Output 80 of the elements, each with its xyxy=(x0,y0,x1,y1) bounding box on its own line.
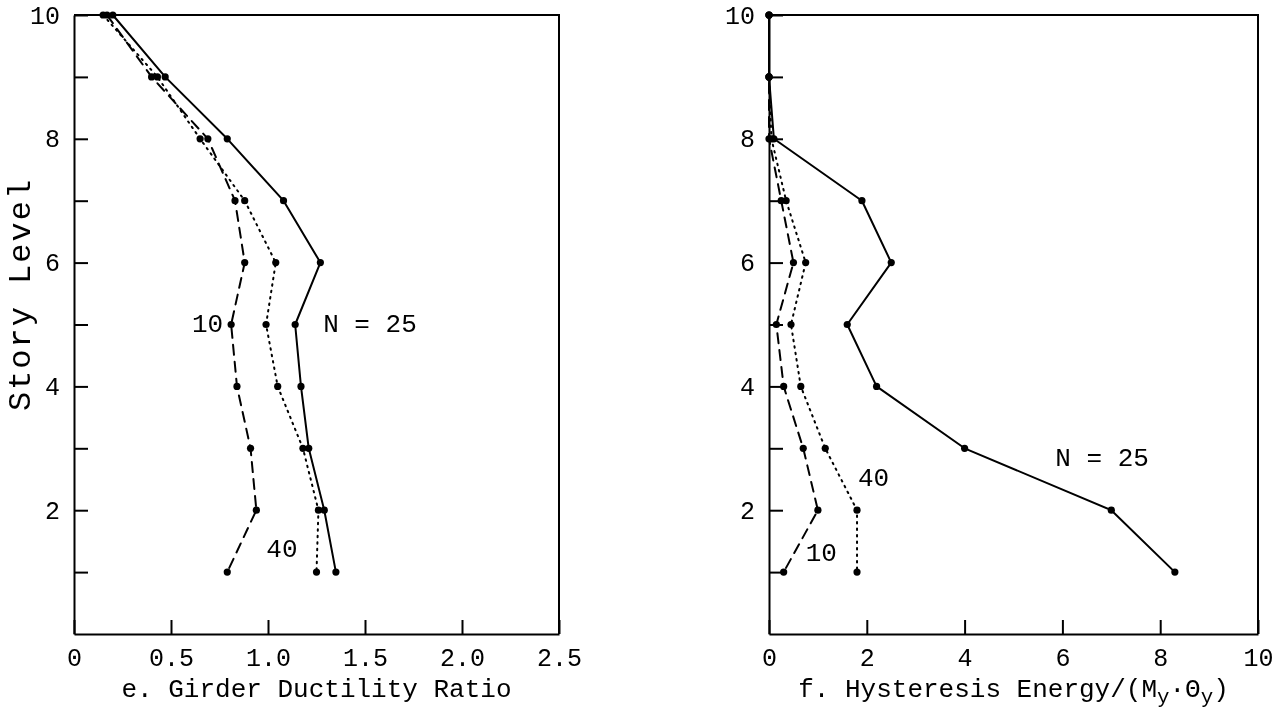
point xyxy=(814,506,822,514)
point xyxy=(272,259,280,267)
point xyxy=(99,11,107,19)
x-tick-label: 2.5 xyxy=(536,644,583,674)
point xyxy=(787,320,795,329)
point xyxy=(241,259,249,267)
point xyxy=(279,197,288,205)
point xyxy=(252,506,260,514)
point xyxy=(799,444,807,452)
y-tick-label: 6 xyxy=(739,250,755,280)
point xyxy=(305,444,313,452)
point xyxy=(246,444,255,452)
point xyxy=(223,568,231,576)
point xyxy=(821,444,829,452)
y-tick-label: 8 xyxy=(739,126,755,156)
x-axis-title: e. Girder Ductility Ratio xyxy=(121,675,512,705)
x-tick-label: 0 xyxy=(66,644,83,674)
point xyxy=(1107,506,1115,514)
y-tick-label: 4 xyxy=(739,373,755,403)
point xyxy=(320,506,328,514)
series-label: 40 xyxy=(858,464,890,495)
point xyxy=(153,73,162,81)
point xyxy=(233,382,241,390)
x-tick-label: 6 xyxy=(1055,644,1071,674)
point xyxy=(789,259,798,267)
x-tick-label: 2.0 xyxy=(439,644,486,674)
point xyxy=(223,135,231,143)
y-tick-label: 10 xyxy=(724,2,755,32)
x-tick-label: 0.5 xyxy=(148,644,195,674)
series-label: 10 xyxy=(805,538,837,569)
x-axis-title: f. Hysteresis Energy/(M$_{y}$·Θ$_{y}$) xyxy=(798,675,1229,710)
point xyxy=(109,11,117,19)
x-tick-label: 8 xyxy=(1153,644,1169,674)
point xyxy=(858,197,866,205)
point xyxy=(262,320,270,329)
series-label: 40 xyxy=(266,534,298,565)
point xyxy=(961,444,969,452)
point xyxy=(782,197,790,205)
point xyxy=(231,197,239,205)
point xyxy=(291,320,299,329)
point xyxy=(332,568,340,576)
point xyxy=(797,382,805,390)
point xyxy=(274,382,282,390)
point xyxy=(780,382,788,390)
point xyxy=(297,382,305,390)
point xyxy=(887,259,895,267)
point xyxy=(314,506,323,514)
point xyxy=(853,568,861,576)
point xyxy=(316,259,324,267)
series-label: N = 25 xyxy=(323,309,417,340)
y-tick-label: 2 xyxy=(739,497,755,527)
point xyxy=(853,506,861,514)
x-tick-label: 2 xyxy=(859,644,875,674)
point xyxy=(772,320,780,329)
point xyxy=(802,259,810,267)
x-tick-label: 10 xyxy=(1243,644,1274,674)
y-tick-label: 8 xyxy=(44,126,60,156)
y-tick-label: 2 xyxy=(44,497,60,527)
x-tick-label: 0 xyxy=(761,644,778,674)
y-tick-label: 4 xyxy=(44,373,60,403)
point xyxy=(148,73,156,81)
y-tick-label: 10 xyxy=(29,2,60,32)
x-tick-label: 4 xyxy=(957,644,973,674)
point xyxy=(299,444,307,452)
y-axis-title: Story Level xyxy=(3,177,40,412)
point xyxy=(872,382,881,390)
series-label: N = 25 xyxy=(1055,444,1149,475)
point xyxy=(843,320,851,329)
point xyxy=(204,135,212,143)
series-label: 10 xyxy=(191,309,224,340)
point xyxy=(312,568,321,576)
x-tick-label: 1.5 xyxy=(342,644,389,674)
x-tick-label: 1.0 xyxy=(245,644,292,674)
point xyxy=(1171,568,1179,576)
point xyxy=(780,568,788,576)
point xyxy=(241,197,249,205)
point xyxy=(227,320,235,329)
point xyxy=(196,135,204,143)
point xyxy=(161,73,169,81)
y-tick-label: 6 xyxy=(44,250,60,280)
